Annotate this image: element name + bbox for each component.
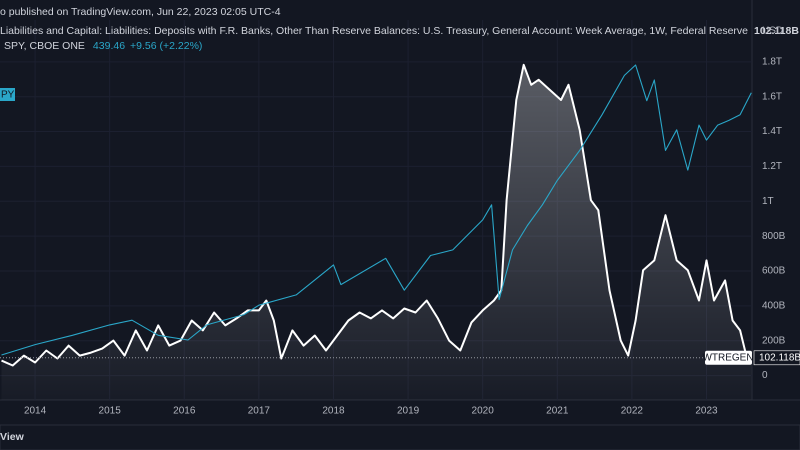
y-tick-label: 800B bbox=[762, 231, 786, 242]
subtitle-text: SPY, CBOE ONE bbox=[4, 40, 85, 52]
series-tag: PY bbox=[1, 90, 15, 101]
y-tick-label: 1.8T bbox=[762, 56, 782, 67]
series-name-box bbox=[705, 350, 752, 365]
plot-area bbox=[0, 20, 752, 401]
logo: View bbox=[0, 431, 25, 443]
x-tick-label: 2016 bbox=[173, 406, 196, 417]
x-tick-label: 2020 bbox=[472, 406, 495, 417]
series-line bbox=[1, 64, 752, 356]
spy-value: 439.46 bbox=[93, 40, 125, 52]
x-tick-label: 2014 bbox=[24, 406, 47, 417]
y-tick-label: 1.2T bbox=[762, 161, 782, 172]
x-tick-label: 2018 bbox=[322, 406, 345, 417]
series-name-label: WTREGEN bbox=[702, 352, 753, 363]
published-info: o published on TradingView.com, Jun 22, … bbox=[0, 6, 281, 18]
y-tick-label: 400B bbox=[762, 301, 786, 312]
price-label: 102.118B bbox=[759, 352, 800, 363]
area-fill bbox=[1, 64, 752, 401]
title-value: 102.118B bbox=[754, 25, 799, 37]
x-tick-label: 2022 bbox=[621, 406, 644, 417]
series-tag-box bbox=[0, 88, 15, 101]
axis-unit: USD bbox=[762, 26, 783, 37]
y-tick-label: 200B bbox=[762, 335, 786, 346]
chart-title: Liabilities and Capital: Liabilities: De… bbox=[0, 25, 799, 37]
price-label-box bbox=[753, 350, 800, 366]
spy-change: +9.56 (+2.22%) bbox=[130, 40, 202, 52]
bottom-bar bbox=[0, 424, 800, 450]
subtitle: SPY, CBOE ONE 439.46 +9.56 (+2.22%) bbox=[4, 40, 202, 52]
x-tick-label: 2021 bbox=[546, 406, 569, 417]
y-tick-label: 1T bbox=[762, 196, 774, 207]
x-tick-label: 2023 bbox=[695, 406, 718, 417]
title-text: Liabilities and Capital: Liabilities: De… bbox=[0, 25, 748, 37]
y-tick-label: 600B bbox=[762, 266, 786, 277]
y-tick-label: 1.4T bbox=[762, 126, 782, 137]
x-tick-label: 2017 bbox=[248, 406, 271, 417]
x-tick-label: 2019 bbox=[397, 406, 420, 417]
y-tick-label: 1.6T bbox=[762, 91, 782, 102]
series-line bbox=[1, 63, 752, 367]
y-tick-label: 0 bbox=[762, 370, 768, 381]
x-tick-label: 2015 bbox=[99, 406, 122, 417]
